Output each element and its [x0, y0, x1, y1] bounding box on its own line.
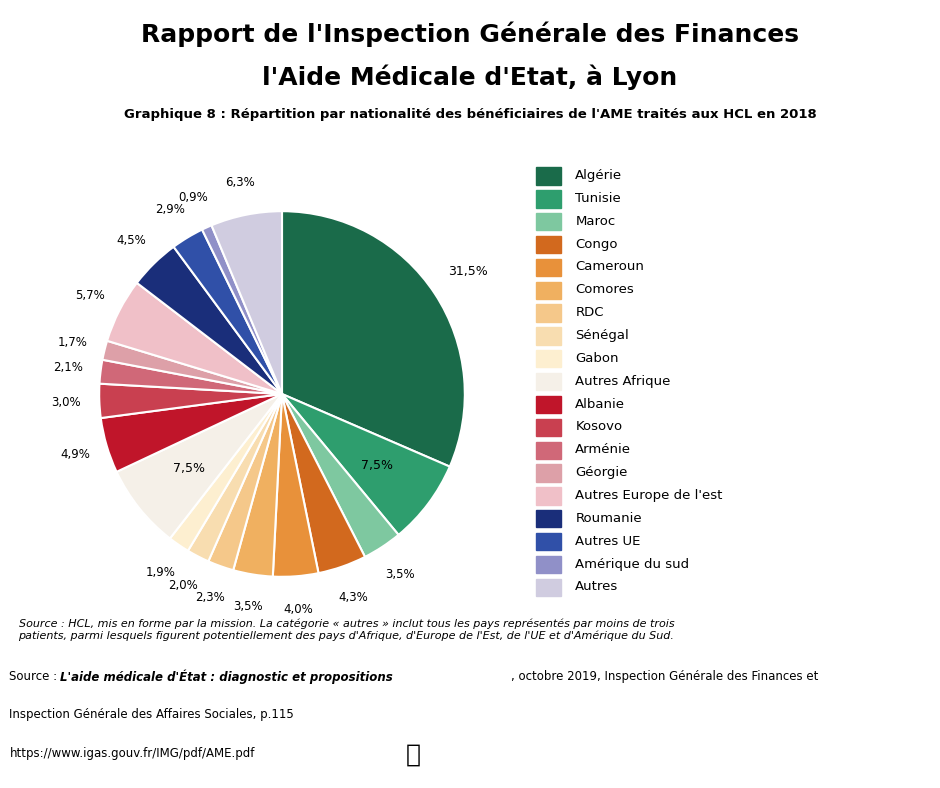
Wedge shape	[117, 394, 282, 538]
Text: Comores: Comores	[575, 284, 634, 296]
Text: Tunisie: Tunisie	[575, 192, 621, 205]
Text: observatoire-immigration.fr: observatoire-immigration.fr	[517, 745, 869, 764]
Text: Géorgie: Géorgie	[575, 466, 628, 479]
Text: 4,5%: 4,5%	[116, 233, 146, 247]
Text: 1,7%: 1,7%	[57, 336, 87, 349]
Bar	[536, 578, 561, 596]
Wedge shape	[212, 211, 282, 394]
Bar	[536, 441, 561, 459]
Text: Kosovo: Kosovo	[575, 421, 622, 433]
Text: 3,5%: 3,5%	[385, 568, 415, 581]
Wedge shape	[282, 394, 449, 535]
Text: L'aide médicale d'État : diagnostic et propositions: L'aide médicale d'État : diagnostic et p…	[59, 670, 392, 684]
Bar	[536, 281, 561, 299]
Wedge shape	[100, 360, 282, 394]
Text: Sénégal: Sénégal	[575, 329, 629, 342]
Text: 3,0%: 3,0%	[52, 396, 81, 409]
Bar	[536, 304, 561, 322]
Text: Autres Europe de l'est: Autres Europe de l'est	[575, 489, 723, 502]
Bar	[536, 396, 561, 413]
Text: Rapport de l'Inspection Générale des Finances: Rapport de l'Inspection Générale des Fin…	[141, 21, 799, 47]
Text: 2,3%: 2,3%	[195, 591, 225, 604]
Bar	[536, 190, 561, 207]
Text: 7,5%: 7,5%	[361, 459, 393, 472]
Text: 4,0%: 4,0%	[283, 603, 313, 615]
Text: Arménie: Arménie	[575, 444, 632, 456]
Text: 4,3%: 4,3%	[338, 591, 368, 604]
Wedge shape	[174, 229, 282, 394]
Text: Source : HCL, mis en forme par la mission. La catégorie « autres » inclut tous l: Source : HCL, mis en forme par la missio…	[19, 619, 674, 641]
Text: Graphique 8 : Répartition par nationalité des bénéficiaires de l'AME traités aux: Graphique 8 : Répartition par nationalit…	[124, 108, 816, 121]
Text: 3,5%: 3,5%	[233, 600, 262, 614]
Text: Congo: Congo	[575, 238, 618, 251]
Wedge shape	[188, 394, 282, 561]
Bar	[536, 556, 561, 573]
Text: Source :: Source :	[9, 670, 61, 682]
Wedge shape	[107, 283, 282, 394]
Bar	[536, 213, 561, 230]
Bar	[536, 510, 561, 527]
Wedge shape	[282, 394, 399, 557]
Text: 1,9%: 1,9%	[146, 566, 175, 578]
Wedge shape	[273, 394, 319, 577]
Text: Maroc: Maroc	[575, 215, 616, 228]
Text: RDC: RDC	[575, 307, 603, 319]
Wedge shape	[233, 394, 282, 577]
Text: Algérie: Algérie	[575, 169, 622, 182]
Text: 31,5%: 31,5%	[448, 265, 488, 278]
Text: Autres: Autres	[575, 581, 619, 593]
Text: Inspection Générale des Affaires Sociales, p.115: Inspection Générale des Affaires Sociale…	[9, 708, 294, 721]
Bar	[536, 258, 561, 276]
Bar	[536, 167, 561, 184]
Wedge shape	[102, 340, 282, 394]
Wedge shape	[209, 394, 282, 571]
Wedge shape	[170, 394, 282, 551]
Wedge shape	[101, 394, 282, 472]
Text: Roumanie: Roumanie	[575, 512, 642, 525]
Text: Autres UE: Autres UE	[575, 535, 641, 548]
Bar	[536, 373, 561, 390]
Text: 2,1%: 2,1%	[53, 361, 83, 374]
Wedge shape	[282, 394, 365, 573]
Wedge shape	[202, 225, 282, 394]
Text: 0,9%: 0,9%	[179, 191, 208, 204]
Text: 4,9%: 4,9%	[60, 448, 90, 461]
Text: l'Aide Médicale d'Etat, à Lyon: l'Aide Médicale d'Etat, à Lyon	[262, 65, 678, 91]
Bar	[536, 464, 561, 481]
Text: 5,7%: 5,7%	[75, 289, 105, 302]
Text: , octobre 2019, Inspection Générale des Finances et: , octobre 2019, Inspection Générale des …	[511, 670, 818, 682]
Bar	[536, 487, 561, 504]
Bar	[536, 533, 561, 550]
Text: Gabon: Gabon	[575, 352, 619, 365]
Text: Albanie: Albanie	[575, 398, 625, 411]
Bar	[536, 350, 561, 367]
Text: 2,0%: 2,0%	[168, 579, 197, 592]
Text: 7,5%: 7,5%	[173, 462, 205, 475]
Text: Cameroun: Cameroun	[575, 261, 644, 273]
Text: Amérique du sud: Amérique du sud	[575, 558, 689, 571]
Text: https://www.igas.gouv.fr/IMG/pdf/AME.pdf: https://www.igas.gouv.fr/IMG/pdf/AME.pdf	[9, 747, 255, 760]
Wedge shape	[282, 211, 464, 466]
Wedge shape	[137, 247, 282, 394]
Text: 6,3%: 6,3%	[225, 176, 255, 189]
Bar	[536, 418, 561, 436]
Text: 👥: 👥	[406, 742, 421, 767]
Text: Autres Afrique: Autres Afrique	[575, 375, 670, 388]
Bar	[536, 327, 561, 344]
Wedge shape	[100, 384, 282, 418]
Text: 2,9%: 2,9%	[155, 203, 185, 216]
Bar	[536, 236, 561, 253]
